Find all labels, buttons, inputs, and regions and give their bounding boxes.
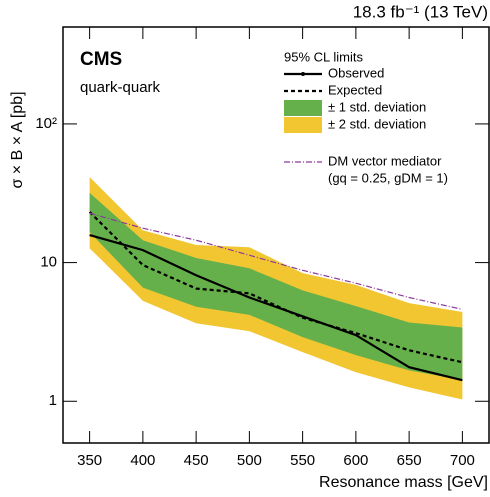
legend-label: ± 2 std. deviation [328, 116, 426, 131]
x-tick-label: 650 [397, 452, 422, 469]
x-tick-label: 600 [343, 452, 368, 469]
legend-marker [301, 72, 305, 76]
frame [62, 26, 490, 444]
legend-label: ± 1 std. deviation [328, 99, 426, 114]
band [89, 192, 463, 381]
x-tick-label: 500 [237, 452, 262, 469]
legend-label: Expected [328, 82, 382, 97]
legend-swatch [284, 117, 322, 133]
series-line [88, 211, 463, 364]
legend-label: Observed [328, 65, 384, 80]
x-tick-label: 550 [290, 452, 315, 469]
x-tick-label: 450 [184, 452, 209, 469]
energy-label: 18.3 fb⁻¹ (13 TeV) [353, 2, 488, 21]
legend-note: (gq = 0.25, gDM = 1) [328, 170, 448, 185]
legend-swatch [284, 100, 322, 116]
y-tick-label: 10 [40, 254, 57, 271]
subtitle: quark-quark [80, 79, 161, 96]
legend-label: DM vector mediator [328, 153, 442, 168]
x-label: Resonance mass [GeV] [319, 474, 488, 491]
x-tick-label: 700 [450, 452, 475, 469]
legend-title: 95% CL limits [284, 49, 363, 64]
x-tick-label: 350 [77, 452, 102, 469]
experiment: CMS [80, 49, 122, 70]
y-label: σ × B × A [pb] [9, 91, 26, 188]
plot-area [88, 177, 463, 400]
y-tick-label: 10² [35, 115, 57, 132]
series-line [89, 233, 463, 382]
series-line [89, 212, 463, 310]
y-tick-label: 1 [49, 392, 57, 409]
x-tick-label: 400 [130, 452, 155, 469]
